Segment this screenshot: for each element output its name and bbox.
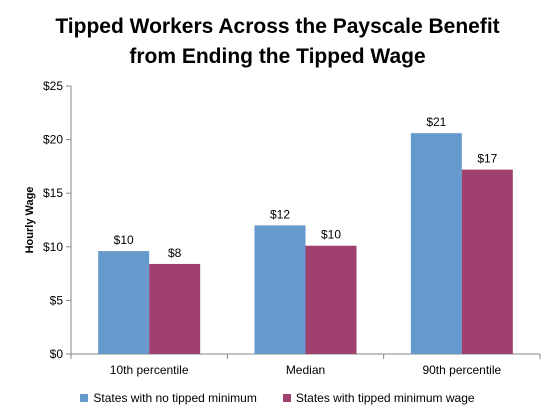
legend-label-no-tipped-minimum: States with no tipped minimum [93, 391, 257, 405]
data-label: $21 [426, 115, 446, 129]
y-tick-label: $20 [43, 133, 63, 147]
legend-swatch-no-tipped-minimum [80, 394, 89, 402]
bar [98, 251, 150, 354]
chart-title: Tipped Workers Across the Payscale Benef… [0, 12, 555, 72]
x-tick-label: Median [286, 363, 325, 377]
bar [254, 225, 306, 354]
legend: States with no tipped minimum States wit… [0, 391, 555, 405]
data-label: $17 [477, 152, 497, 166]
y-tick-label: $25 [43, 79, 63, 93]
y-axis-label: Hourly Wage [24, 187, 36, 254]
bar [410, 133, 462, 354]
data-label: $10 [321, 228, 341, 242]
x-tick-label: 10th percentile [110, 363, 189, 377]
legend-swatch-tipped-minimum-wage [282, 394, 291, 402]
x-tick-label: 90th percentile [422, 363, 501, 377]
data-label: $10 [114, 233, 134, 247]
y-tick-label: $5 [50, 293, 64, 307]
bar [461, 169, 513, 354]
y-tick-label: $10 [43, 240, 63, 254]
data-label: $8 [168, 246, 182, 260]
bar [305, 245, 357, 354]
legend-item-no-tipped-minimum: States with no tipped minimum [80, 391, 257, 405]
y-tick-label: $0 [50, 347, 64, 361]
data-label: $12 [270, 207, 290, 221]
bar-chart: Hourly Wage $0 $5 $10 $15 $20 $25 10th percent… [24, 79, 541, 377]
plot-area: $0 $5 $10 $15 $20 $25 10th percentile $10 $8 Medi… [43, 79, 541, 377]
legend-item-tipped-minimum-wage: States with tipped minimum wage [282, 391, 475, 405]
legend-label-tipped-minimum-wage: States with tipped minimum wage [295, 391, 475, 405]
bar [149, 263, 201, 354]
y-tick-label: $15 [43, 186, 63, 200]
chart-title-line-1: Tipped Workers Across the Payscale Benef… [55, 15, 500, 38]
chart-title-line-2: from Ending the Tipped Wage [129, 45, 426, 68]
